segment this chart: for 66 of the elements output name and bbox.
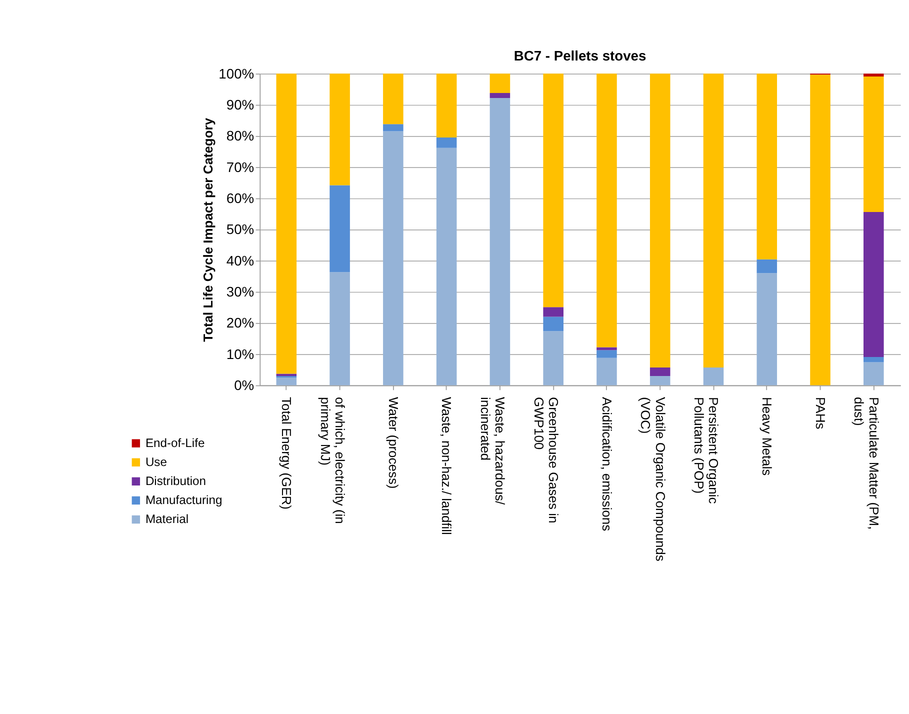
bar xyxy=(864,362,884,386)
x-tick-label: Waste, hazardous/ incinerated xyxy=(478,396,508,506)
y-tick-label: 40% xyxy=(226,252,254,268)
bar xyxy=(596,347,617,350)
legend-label: End-of-Life xyxy=(145,436,205,450)
x-tick-label: Total Energy (GER) xyxy=(279,396,294,510)
bar xyxy=(543,307,564,317)
x-tick-label: Waste, non-haz./ landfill xyxy=(439,396,454,536)
y-tick-label: 50% xyxy=(226,221,254,238)
bar xyxy=(650,74,670,368)
bar xyxy=(543,316,564,332)
bar xyxy=(756,273,778,386)
y-tick-label: 0% xyxy=(234,377,254,394)
x-tick-label: Heavy Metals xyxy=(760,396,775,476)
y-tick-label: 70% xyxy=(226,158,254,175)
bar xyxy=(330,74,350,186)
legend-label: Use xyxy=(145,454,168,469)
y-axis-title: Total Life Cycle Impact per Category xyxy=(200,117,216,342)
x-tick-label: Particulate Matter (PM, dust) xyxy=(852,396,882,530)
bar xyxy=(543,74,564,308)
y-tick-label: 100% xyxy=(218,65,254,82)
bar xyxy=(436,148,457,386)
x-tick-label: Volatile Organic Compounds (VOC) xyxy=(638,396,668,562)
bar xyxy=(650,376,670,386)
bar xyxy=(330,185,350,272)
legend-label: Distribution xyxy=(145,474,206,488)
bar xyxy=(810,74,830,386)
bar xyxy=(596,350,617,358)
x-tick-label: Greenhouse Gases in GWP100 xyxy=(531,396,562,524)
x-tick-label: of which, electricity (in primary MJ) xyxy=(318,396,348,524)
y-tick-label: 60% xyxy=(226,190,254,206)
y-tick-label: 80% xyxy=(226,128,254,144)
x-tick-label: PAHs xyxy=(812,396,828,430)
y-tick-label: 10% xyxy=(226,346,254,362)
bar xyxy=(756,259,778,274)
bar xyxy=(756,74,778,260)
legend-label: Manufacturing xyxy=(145,492,222,507)
bar xyxy=(383,124,404,132)
bar xyxy=(864,76,884,212)
bar xyxy=(543,331,564,386)
chart-title: BC7 - Pellets stoves xyxy=(514,48,646,64)
bar xyxy=(330,272,350,386)
x-tick-label: Water (process) xyxy=(386,396,401,489)
bar xyxy=(596,358,617,386)
bar xyxy=(650,368,670,376)
bar xyxy=(864,74,884,76)
y-tick-label: 30% xyxy=(226,284,254,300)
bar xyxy=(703,368,724,386)
bar xyxy=(276,74,297,374)
bar xyxy=(276,378,297,386)
bar xyxy=(383,131,404,386)
x-tick-label: Persistent Organic Pollutants (POP) xyxy=(691,396,722,504)
bar xyxy=(383,74,404,124)
x-tick-label: Acidification, emissions xyxy=(599,396,614,532)
y-tick-label: 20% xyxy=(226,314,254,331)
bar xyxy=(436,74,457,138)
bar xyxy=(864,356,884,362)
bar xyxy=(596,74,617,348)
bar xyxy=(436,138,457,148)
bar xyxy=(703,74,724,368)
bar xyxy=(490,74,510,93)
y-tick-label: 90% xyxy=(226,96,254,113)
bar xyxy=(490,98,510,386)
bar xyxy=(864,212,884,357)
bar xyxy=(490,92,510,98)
legend-label: Material xyxy=(145,512,189,526)
